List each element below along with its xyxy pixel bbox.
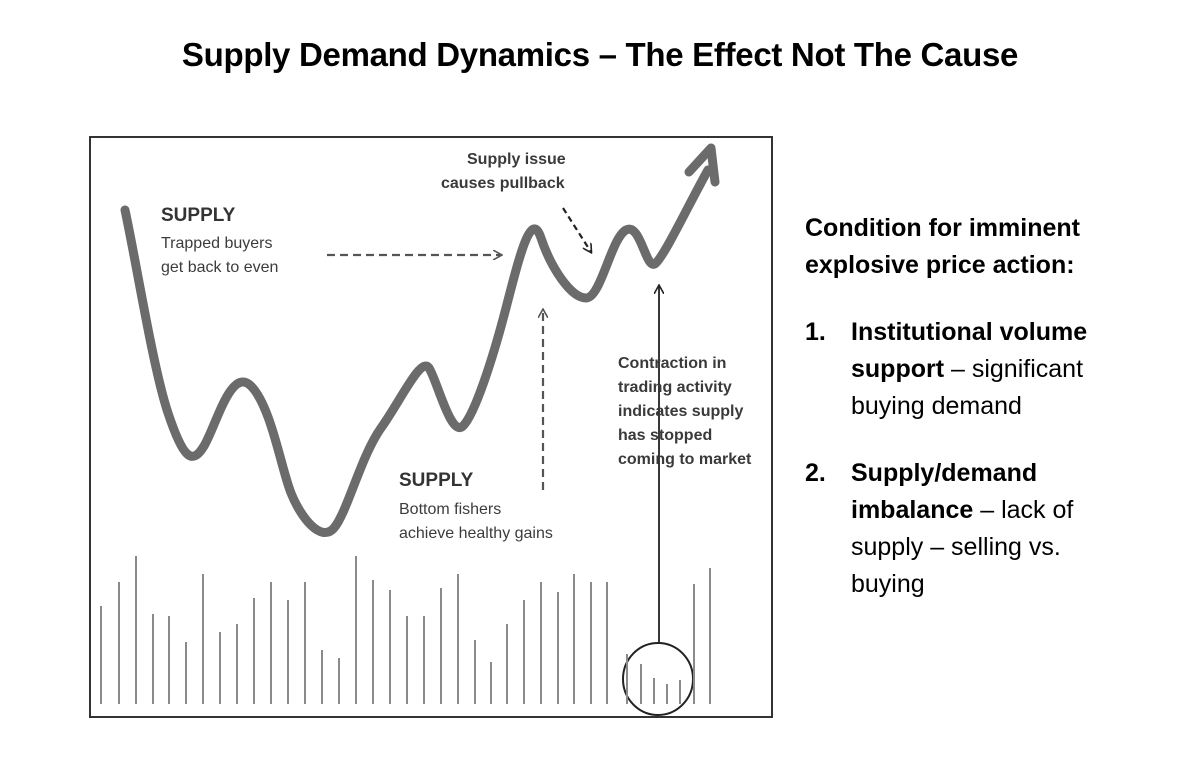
condition-item-1: 1. Institutional volume support – signif… (805, 314, 1125, 425)
price-arrowhead (684, 143, 720, 187)
contraction-line1: Contraction in (618, 355, 727, 372)
conditions-panel: Condition for imminent explosive price a… (805, 210, 1125, 603)
supply-bottom-heading: SUPPLY (399, 470, 474, 491)
supply-issue-line1: Supply issue (467, 151, 566, 168)
item-number: 1. (805, 318, 826, 346)
item-number: 2. (805, 459, 826, 487)
contraction-line2: trading activity (618, 379, 732, 396)
contraction-line5: coming to market (618, 451, 752, 468)
contraction-line4: has stopped (618, 427, 713, 444)
supply-issue-line2: causes pullback (441, 175, 565, 192)
page-title: Supply Demand Dynamics – The Effect Not … (181, 36, 1019, 73)
volume-bars (100, 556, 711, 704)
item-bold-text: Supply/demand imbalance (851, 459, 1038, 524)
item-bold-text: Institutional volume support (851, 318, 1088, 383)
condition-heading: Condition for imminent explosive price a… (805, 214, 1080, 279)
supply-top-line2: get back to even (161, 259, 279, 276)
supply-demand-diagram: SUPPLY Trapped buyers get back to even S… (89, 136, 773, 718)
supply-bottom-line1: Bottom fishers (399, 501, 502, 518)
supply-top-heading: SUPPLY (161, 205, 236, 226)
supply-top-line1: Trapped buyers (161, 235, 273, 252)
supply-issue-arrow (562, 207, 591, 252)
diagram-graphics (100, 143, 720, 716)
condition-item-2: 2. Supply/demand imbalance – lack of sup… (805, 455, 1125, 603)
item-rest-text: – significant buying demand (851, 355, 1084, 420)
contraction-line3: indicates supply (618, 403, 744, 420)
volume-contraction-circle (622, 642, 694, 716)
item-rest-text: – lack of supply – selling vs. buying (851, 496, 1074, 598)
supply-bottom-line2: achieve healthy gains (399, 525, 553, 542)
price-line (120, 165, 713, 537)
